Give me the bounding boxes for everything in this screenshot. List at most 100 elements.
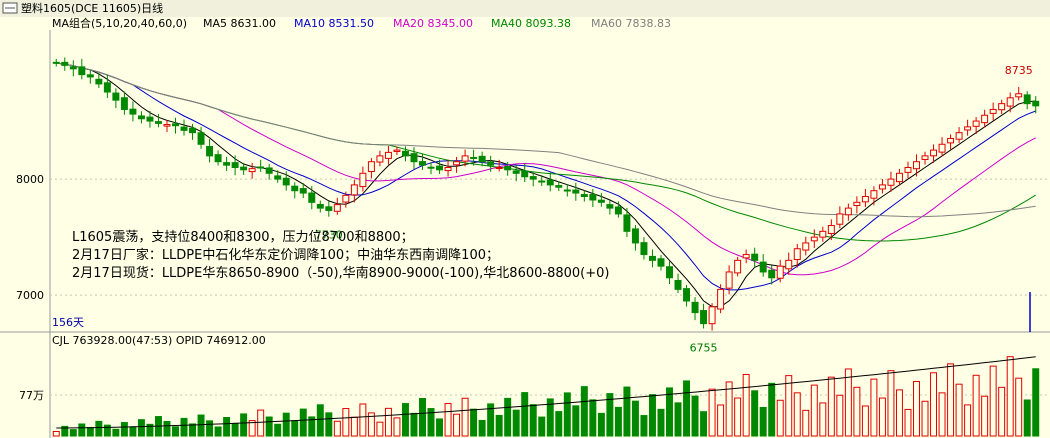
candle bbox=[572, 182, 580, 201]
candle-body bbox=[742, 254, 750, 259]
volume-bar bbox=[861, 405, 869, 437]
title-bar-bg bbox=[0, 0, 1050, 17]
candle-body bbox=[614, 206, 622, 215]
volume-bar bbox=[819, 402, 827, 437]
volume-bar bbox=[291, 420, 299, 437]
candle bbox=[768, 265, 776, 285]
volume-bar bbox=[410, 412, 418, 437]
candle bbox=[521, 163, 529, 182]
candle bbox=[861, 188, 869, 208]
candle-body bbox=[666, 266, 673, 279]
candle bbox=[913, 154, 920, 177]
candle bbox=[308, 186, 316, 210]
candle bbox=[904, 161, 912, 179]
candle bbox=[827, 219, 835, 241]
candle bbox=[410, 147, 418, 170]
candle-body bbox=[274, 175, 282, 180]
candle-body bbox=[129, 108, 137, 115]
candle-body bbox=[419, 161, 426, 166]
peak-label-mid-low: 7730 bbox=[315, 228, 343, 241]
volume-bar bbox=[725, 381, 733, 437]
candle bbox=[52, 58, 60, 67]
candle-body bbox=[436, 165, 444, 171]
volume-bar bbox=[95, 420, 103, 437]
volume-bar bbox=[248, 420, 256, 437]
candle-body bbox=[137, 115, 145, 120]
volume-bar bbox=[827, 376, 835, 437]
candle bbox=[529, 172, 537, 187]
candle bbox=[231, 155, 239, 176]
candle-body bbox=[154, 121, 162, 124]
volume-bar bbox=[589, 399, 597, 437]
candle bbox=[436, 159, 444, 174]
candle-body bbox=[538, 180, 546, 183]
candle-body bbox=[734, 259, 742, 274]
candle-body bbox=[546, 179, 554, 186]
candle-body bbox=[461, 155, 469, 162]
candle bbox=[120, 91, 128, 115]
volume-bar bbox=[683, 380, 691, 437]
candle bbox=[282, 171, 290, 191]
candle-body bbox=[86, 74, 94, 78]
volume-bar bbox=[853, 386, 861, 437]
candle-body bbox=[827, 225, 835, 234]
volume-bar bbox=[112, 428, 120, 437]
volume-bar bbox=[751, 390, 759, 437]
volume-bar bbox=[86, 427, 94, 437]
candle-body bbox=[964, 126, 972, 131]
candle-body bbox=[998, 103, 1006, 111]
candle-body bbox=[504, 165, 512, 171]
volume-bar bbox=[359, 403, 367, 437]
candle bbox=[614, 201, 622, 218]
candle bbox=[691, 297, 699, 321]
candle-body bbox=[265, 167, 273, 174]
candle-body bbox=[853, 201, 861, 207]
days-count-label: 156天 bbox=[52, 316, 84, 329]
candle bbox=[887, 171, 895, 192]
candle bbox=[853, 196, 861, 214]
volume-bar bbox=[103, 424, 111, 437]
candle-body bbox=[981, 114, 989, 124]
volume-bar bbox=[529, 404, 537, 437]
candle-body bbox=[495, 166, 503, 169]
candle bbox=[240, 162, 248, 175]
candle bbox=[878, 178, 886, 194]
volume-bar bbox=[674, 402, 682, 437]
candle-body bbox=[623, 214, 631, 232]
candle-body bbox=[648, 255, 656, 261]
candle-body bbox=[580, 194, 588, 198]
candle-body bbox=[947, 137, 955, 144]
candle bbox=[299, 183, 307, 199]
candle-body bbox=[785, 259, 793, 270]
candle bbox=[759, 254, 767, 277]
volume-bar bbox=[785, 375, 793, 437]
volume-bar bbox=[555, 411, 563, 437]
candle-body bbox=[299, 188, 307, 194]
candle-body bbox=[870, 190, 878, 199]
candle-body bbox=[955, 132, 963, 140]
candle-body bbox=[112, 92, 120, 101]
candle-body bbox=[529, 176, 537, 180]
candle bbox=[742, 249, 750, 264]
volume-bar bbox=[759, 406, 767, 437]
candle bbox=[895, 168, 903, 186]
candle-body bbox=[359, 172, 367, 188]
volume-bar bbox=[231, 423, 239, 437]
candle-body bbox=[248, 168, 256, 173]
volume-bar bbox=[197, 414, 205, 437]
volume-bar bbox=[938, 392, 946, 437]
volume-bar bbox=[1032, 368, 1040, 437]
volume-bar bbox=[180, 417, 188, 437]
volume-bar bbox=[734, 397, 742, 437]
candle-body bbox=[487, 161, 495, 166]
candle-body bbox=[103, 82, 111, 93]
candle-body bbox=[470, 156, 478, 159]
volume-bar bbox=[666, 387, 673, 437]
volume-bar bbox=[274, 423, 282, 437]
candle bbox=[1023, 91, 1031, 110]
candle bbox=[172, 117, 179, 134]
candle-body bbox=[223, 162, 231, 166]
candle bbox=[606, 200, 614, 215]
candle-body bbox=[887, 178, 895, 186]
